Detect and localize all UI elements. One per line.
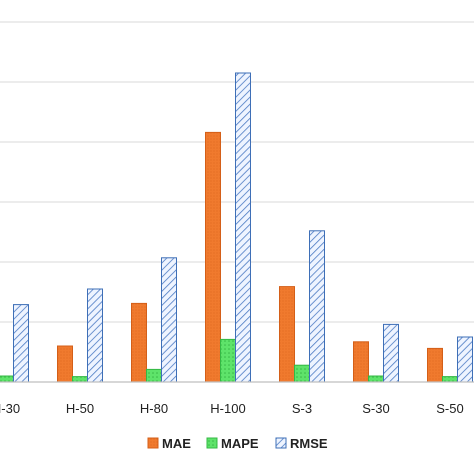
bar-mape-s-30 xyxy=(368,375,384,383)
legend: MAE MAPE RMSE xyxy=(147,436,328,451)
bar-mae-s-3 xyxy=(279,286,295,383)
axis-layer: H-30 H-50 H-80 H-100 S-3 S-30 S-50 xyxy=(0,381,474,416)
x-tick-label: H-100 xyxy=(210,401,245,416)
bar-mae-h-80 xyxy=(131,302,147,383)
x-tick-label: S-30 xyxy=(362,401,389,416)
bar-rmse-s-3 xyxy=(309,230,325,383)
bar-mae-s-50 xyxy=(427,347,443,383)
bar-rmse-s-50 xyxy=(457,336,473,383)
bar-rmse-h-50 xyxy=(87,288,103,383)
bar-rmse-s-30 xyxy=(383,323,399,383)
x-tick-label: S-50 xyxy=(436,401,463,416)
x-tick-label: H-80 xyxy=(140,401,168,416)
x-tick-label: S-3 xyxy=(292,401,312,416)
bar-rmse-h-80 xyxy=(161,257,177,383)
bar-mape-h-80 xyxy=(146,368,162,383)
legend-label: MAPE xyxy=(221,436,259,451)
bar-layer xyxy=(0,72,473,383)
bar-mae-h-50 xyxy=(57,345,73,383)
bar-rmse-h-100 xyxy=(235,72,251,383)
bar-mape-h-50 xyxy=(72,376,88,383)
bar-mae-h-100 xyxy=(205,131,221,383)
bar-mape-s-3 xyxy=(294,364,310,383)
legend-swatch xyxy=(147,437,159,449)
legend-item-mae: MAE xyxy=(147,436,191,451)
x-tick-label: H-30 xyxy=(0,401,20,416)
x-tick-label: H-50 xyxy=(66,401,94,416)
bar-mape-h-100 xyxy=(220,338,236,383)
legend-item-rmse: RMSE xyxy=(275,436,328,451)
legend-swatch xyxy=(275,437,287,449)
bar-mape-s-50 xyxy=(442,376,458,383)
legend-item-mape: MAPE xyxy=(206,436,259,451)
bar-rmse-h-30 xyxy=(13,304,29,383)
legend-swatch xyxy=(206,437,218,449)
legend-label: MAE xyxy=(162,436,191,451)
bar-mape-h-30 xyxy=(0,375,14,383)
legend-label: RMSE xyxy=(290,436,328,451)
bar-mae-s-30 xyxy=(353,341,369,383)
